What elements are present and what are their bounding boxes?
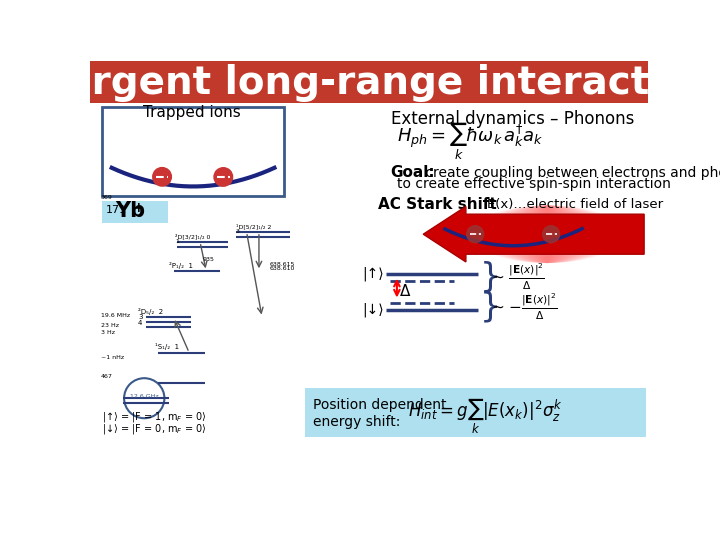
Ellipse shape (541, 217, 553, 252)
Text: ²D[3/2]₁/₂ 0: ²D[3/2]₁/₂ 0 (175, 234, 211, 240)
Text: 369: 369 (101, 195, 113, 200)
Circle shape (214, 168, 233, 186)
Text: 171: 171 (106, 205, 127, 214)
Text: Emergent long-range interactions: Emergent long-range interactions (0, 64, 720, 102)
FancyArrow shape (423, 206, 644, 262)
Text: ~1 nHz: ~1 nHz (101, 355, 124, 360)
Text: 19.6 MHz: 19.6 MHz (101, 313, 130, 318)
Text: |$↓$⟩ = |F = 0, m$_F$ = 0⟩: |$↓$⟩ = |F = 0, m$_F$ = 0⟩ (102, 422, 206, 436)
Text: AC Stark shift: AC Stark shift (378, 198, 497, 212)
Text: 1: 1 (175, 239, 179, 244)
Text: 935: 935 (202, 257, 215, 262)
Text: ²P₁/₂  1: ²P₁/₂ 1 (169, 262, 193, 269)
Text: 638.615: 638.615 (270, 262, 295, 267)
Text: energy shift:: energy shift: (313, 415, 400, 429)
Text: Δ: Δ (400, 285, 410, 300)
Text: ~ $-\frac{|\mathbf{E}(x)|^2}{\Delta}$: ~ $-\frac{|\mathbf{E}(x)|^2}{\Delta}$ (492, 292, 558, 322)
Ellipse shape (544, 217, 551, 252)
Circle shape (467, 226, 484, 242)
Text: Yb: Yb (116, 201, 145, 221)
Text: ~ $\frac{|\mathbf{E}(x)|^2}{\Delta}$: ~ $\frac{|\mathbf{E}(x)|^2}{\Delta}$ (492, 262, 545, 293)
Ellipse shape (526, 217, 569, 252)
Text: }: } (480, 290, 501, 323)
Text: Position dependent: Position dependent (313, 398, 446, 412)
Ellipse shape (524, 217, 570, 252)
Ellipse shape (534, 217, 561, 252)
Text: External dynamics – Phonons: External dynamics – Phonons (391, 110, 634, 127)
Text: 3 Hz: 3 Hz (101, 330, 115, 335)
Text: 3: 3 (138, 314, 143, 320)
Ellipse shape (538, 217, 557, 252)
Ellipse shape (539, 217, 555, 252)
Text: $H_{int} = g \sum_{k} |E(x_k)|^2 \sigma_z^k$: $H_{int} = g \sum_{k} |E(x_k)|^2 \sigma_… (408, 396, 562, 436)
Text: E(x)…electric field of laser: E(x)…electric field of laser (487, 198, 663, 212)
Text: Goal:: Goal: (391, 165, 436, 180)
Ellipse shape (536, 217, 559, 252)
Text: create coupling between electrons and phonons: create coupling between electrons and ph… (421, 166, 720, 180)
Text: Trapped ions: Trapped ions (143, 105, 241, 120)
Text: ²D₅/₂  2: ²D₅/₂ 2 (138, 308, 163, 315)
Ellipse shape (545, 217, 549, 252)
Bar (90, 61, 648, 103)
Text: 467: 467 (101, 374, 113, 379)
Text: |↑⟩: |↑⟩ (362, 267, 384, 281)
Text: +: + (132, 201, 144, 215)
Text: 4: 4 (138, 320, 143, 326)
Text: 12.6 GHz: 12.6 GHz (130, 394, 158, 399)
Text: |↓⟩: |↓⟩ (362, 302, 384, 317)
Text: |$↑$⟩ = |F = 1, m$_F$ = 0⟩: |$↑$⟩ = |F = 1, m$_F$ = 0⟩ (102, 410, 206, 424)
Text: 23 Hz: 23 Hz (101, 322, 119, 328)
Bar (102, 107, 284, 195)
Text: 638.610: 638.610 (270, 266, 295, 271)
Circle shape (543, 226, 559, 242)
Text: to create effective spin-spin interaction: to create effective spin-spin interactio… (397, 177, 671, 191)
Ellipse shape (532, 217, 563, 252)
Text: $H_{ph} = \sum_{k} \hbar\omega_k\, a_k^{\dagger} a_k$: $H_{ph} = \sum_{k} \hbar\omega_k\, a_k^{… (397, 121, 543, 163)
Text: 3: 3 (235, 229, 240, 234)
Text: }: } (480, 261, 501, 294)
Text: ¹S₁/₂  1: ¹S₁/₂ 1 (155, 343, 179, 350)
Bar (305, 388, 647, 437)
Circle shape (153, 167, 171, 186)
Bar (102, 201, 168, 222)
Ellipse shape (528, 217, 567, 252)
Ellipse shape (530, 217, 564, 252)
Text: ¹D[5/2]₁/₂ 2: ¹D[5/2]₁/₂ 2 (235, 224, 271, 230)
